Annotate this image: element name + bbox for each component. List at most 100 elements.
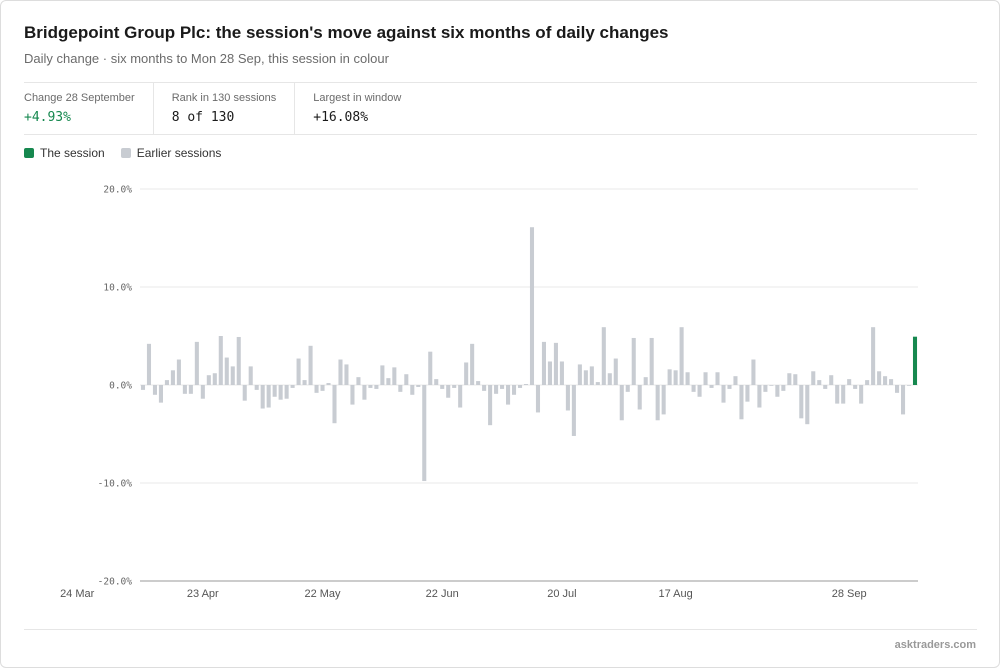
bar-earlier: [559, 361, 564, 385]
bar-earlier: [248, 366, 253, 385]
bar-earlier: [715, 372, 720, 385]
bar-earlier: [541, 341, 546, 385]
bar-earlier: [176, 359, 181, 385]
bar-earlier: [739, 385, 744, 420]
stat-largest-label: Largest in window: [313, 92, 402, 104]
bar-earlier: [805, 385, 810, 425]
bar-earlier: [266, 385, 271, 408]
stat-largest: Largest in window +16.08%: [295, 83, 419, 134]
bar-earlier: [206, 375, 211, 385]
bar-earlier: [194, 341, 199, 385]
bar-session: [912, 336, 918, 385]
bar-earlier: [799, 385, 804, 419]
bar-earlier: [458, 385, 463, 408]
bar-earlier: [547, 361, 552, 385]
legend-item-session: The session: [24, 146, 105, 160]
bar-earlier: [488, 385, 493, 426]
bar-earlier: [631, 337, 636, 385]
bar-earlier: [362, 385, 367, 400]
bar-earlier: [906, 385, 912, 386]
stat-largest-value: +16.08%: [313, 110, 369, 125]
bar-earlier: [374, 385, 379, 389]
bar-earlier: [332, 385, 337, 424]
bar-earlier: [709, 385, 714, 388]
bar-earlier: [170, 370, 175, 385]
bar-earlier: [350, 385, 355, 405]
bar-earlier: [565, 385, 570, 411]
bar-earlier: [410, 385, 415, 395]
bar-earlier: [452, 385, 457, 388]
bar-earlier: [416, 385, 421, 387]
bar-earlier: [404, 374, 409, 385]
bar-earlier: [296, 358, 301, 385]
bar-earlier: [290, 385, 295, 388]
bar-earlier: [230, 366, 235, 385]
bar-earlier: [871, 327, 876, 385]
chart-legend: The session Earlier sessions: [24, 146, 237, 160]
bar-earlier: [158, 385, 163, 403]
chart-title: Bridgepoint Group Plc: the session's mov…: [24, 23, 669, 42]
bar-earlier: [284, 385, 289, 399]
bar-earlier: [847, 379, 852, 385]
legend-item-earlier: Earlier sessions: [120, 146, 222, 160]
y-tick-label: -20.0%: [98, 577, 133, 588]
bar-earlier: [494, 385, 499, 394]
bar-earlier: [895, 385, 900, 393]
bar-earlier: [146, 343, 152, 385]
bar-earlier: [320, 385, 325, 391]
bar-earlier: [278, 385, 283, 400]
x-tick-label: 22 May: [304, 588, 341, 600]
bar-earlier: [218, 336, 223, 385]
bar-earlier: [506, 385, 511, 405]
bar-earlier: [434, 379, 439, 385]
bar-earlier: [308, 345, 313, 385]
bar-earlier: [188, 385, 193, 394]
bar-earlier: [356, 377, 361, 385]
bar-earlier: [344, 364, 349, 385]
bar-earlier: [787, 373, 792, 385]
bar-earlier: [523, 384, 529, 385]
x-tick-label: 23 Apr: [187, 588, 219, 600]
bar-earlier: [446, 385, 451, 398]
bar-earlier: [823, 385, 828, 389]
bar-earlier: [314, 385, 319, 393]
bar-earlier: [182, 385, 187, 394]
bar-earlier: [428, 351, 433, 385]
bar-earlier: [649, 337, 654, 385]
bar-earlier: [733, 376, 738, 385]
bar-earlier: [464, 362, 469, 385]
bar-earlier: [643, 377, 648, 385]
bar-earlier: [440, 385, 445, 389]
bar-earlier: [751, 359, 756, 385]
bar-earlier: [589, 366, 594, 385]
bar-earlier: [835, 385, 840, 404]
bar-earlier: [583, 370, 588, 385]
stat-change: Change 28 September +4.93%: [24, 83, 154, 134]
bar-earlier: [613, 358, 618, 385]
y-tick-label: 10.0%: [103, 283, 132, 294]
bar-earlier: [482, 385, 487, 391]
legend-swatch-earlier: [120, 148, 131, 158]
bar-earlier: [140, 385, 146, 390]
footer-divider: [24, 629, 977, 630]
bar-earlier: [392, 367, 397, 385]
bar-earlier: [500, 385, 505, 389]
bar-earlier: [517, 385, 523, 388]
bar-earlier: [673, 370, 678, 385]
bar-earlier: [865, 380, 870, 385]
bar-earlier: [272, 385, 277, 397]
chart-subtitle: Daily change · six months to Mon 28 Sep,…: [24, 51, 389, 66]
stats-row: Change 28 September +4.93% Rank in 130 s…: [24, 82, 977, 135]
legend-label-earlier: Earlier sessions: [136, 146, 222, 160]
bar-chart: 20.0% 10.0% 0.0% -10.0% -20.0%24 Mar 23 Apr 22…: [60, 185, 918, 600]
bar-earlier: [841, 385, 846, 404]
bar-earlier: [793, 374, 798, 385]
legend-label-session: The session: [40, 146, 105, 160]
bar-earlier: [254, 385, 259, 390]
bar-earlier: [877, 371, 882, 385]
bar-earlier: [476, 381, 481, 385]
source-credit: asktraders.com: [894, 639, 976, 651]
stat-change-label: Change 28 September: [24, 92, 135, 104]
bar-earlier: [236, 336, 241, 385]
